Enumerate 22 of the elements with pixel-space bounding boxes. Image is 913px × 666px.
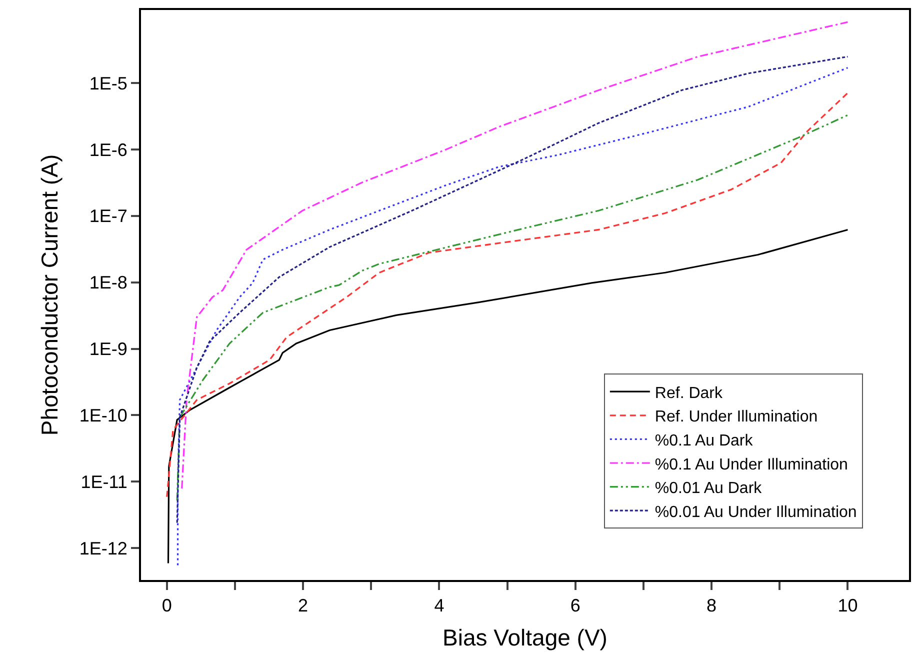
x-tick-label: 6 bbox=[570, 596, 580, 616]
y-tick-label: 1E-6 bbox=[89, 140, 128, 160]
y-tick-label: 1E-9 bbox=[89, 339, 128, 360]
legend-label: %0.1 Au Dark bbox=[654, 432, 754, 450]
legend-label: %0.01 Au Under Illumination bbox=[654, 504, 857, 521]
x-tick-label: 2 bbox=[298, 596, 308, 616]
x-tick-label: 10 bbox=[838, 596, 858, 616]
y-tick-label: 1E-12 bbox=[79, 538, 128, 558]
y-axis-title: Photoconductor Current (A) bbox=[36, 154, 62, 436]
x-tick-label: 8 bbox=[706, 596, 717, 616]
y-tick-label: 1E-7 bbox=[89, 206, 128, 226]
y-tick-label: 1E-10 bbox=[79, 405, 128, 426]
legend-label: Ref. Dark bbox=[654, 384, 724, 402]
y-tick-label: 1E-8 bbox=[89, 272, 128, 293]
x-tick-label: 4 bbox=[434, 596, 444, 616]
y-tick-label: 1E-11 bbox=[80, 472, 128, 492]
legend-label: %0.1 Au Under Illumination bbox=[654, 456, 848, 474]
x-axis-title: Bias Voltage (V) bbox=[442, 624, 608, 651]
x-tick-label: 0 bbox=[162, 596, 172, 616]
y-tick-label: 1E-5 bbox=[89, 73, 128, 94]
legend-label: %0.01 Au Dark bbox=[654, 480, 763, 498]
legend-label: Ref. Under Illumination bbox=[654, 408, 818, 426]
